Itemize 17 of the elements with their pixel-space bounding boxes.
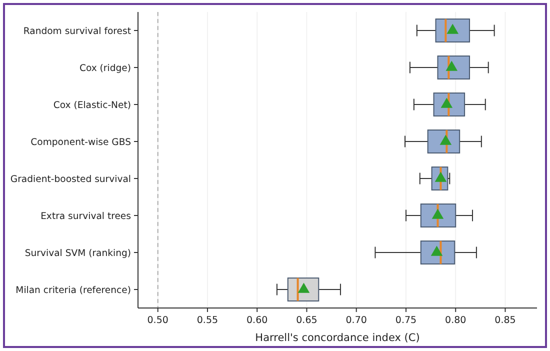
y-tick-label: Cox (ridge) bbox=[79, 62, 131, 74]
y-tick-label: Cox (Elastic-Net) bbox=[53, 100, 131, 111]
x-tick-label: 0.50 bbox=[147, 315, 168, 326]
y-tick-label: Survival SVM (ranking) bbox=[24, 248, 131, 259]
x-tick-label: 0.65 bbox=[296, 315, 318, 326]
y-tick-label: Milan criteria (reference) bbox=[16, 284, 131, 296]
x-tick-label: 0.60 bbox=[246, 315, 268, 326]
y-tick-label: Gradient-boosted survival bbox=[10, 174, 131, 185]
y-tick-label: Component-wise GBS bbox=[30, 136, 132, 148]
x-tick-label: 0.70 bbox=[346, 315, 367, 326]
y-tick-label: Random survival forest bbox=[23, 26, 132, 37]
x-tick-label: 0.55 bbox=[196, 315, 218, 326]
x-tick-label: 0.80 bbox=[445, 315, 466, 326]
x-axis-title: Harrell's concordance index (C) bbox=[255, 332, 420, 344]
x-tick-label: 0.75 bbox=[395, 315, 417, 326]
y-tick-label: Extra survival trees bbox=[40, 210, 132, 222]
x-tick-label: 0.85 bbox=[494, 315, 516, 326]
